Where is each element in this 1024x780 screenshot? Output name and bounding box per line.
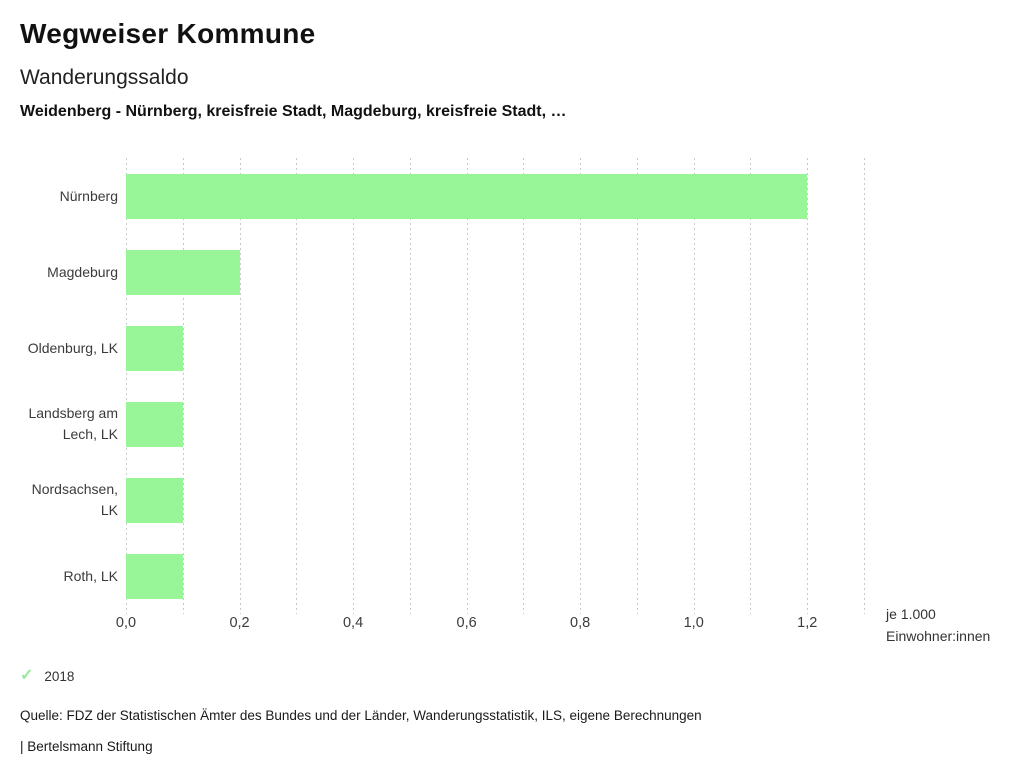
gridline [636,158,638,614]
legend-item-2018[interactable]: ✓ 2018 [20,668,74,684]
category-label: Nürnberg [59,187,118,204]
gridline [126,158,127,614]
category-label: Landsberg am Lech, LK [28,405,118,442]
check-icon: ✓ [20,667,34,684]
gridline [523,158,525,614]
gridline [182,158,184,614]
category-label: Oldenburg, LK [27,339,118,356]
x-tick-label: 0,6 [456,615,477,631]
bar[interactable] [126,249,240,295]
x-axis: 0,0 0,2 0,4 0,6 0,8 1,0 1,2 [116,615,864,635]
bar-row [126,234,864,310]
bar[interactable] [126,553,183,599]
axis-unit-label: je 1.000 Einwohner:innen [886,606,991,644]
category-label: Roth, LK [63,567,118,584]
gridline [296,158,298,614]
category-label: Magdeburg [47,263,118,280]
source-note: Quelle: FDZ der Statistischen Ämter des … [20,708,702,723]
bar[interactable] [126,173,808,219]
attribution-note: | Bertelsmann Stiftung [20,739,153,754]
bar[interactable] [126,401,183,447]
app-title: Wegweiser Kommune [20,18,316,49]
bar-row [126,538,864,614]
bar-row [126,310,864,386]
gridline [239,158,241,614]
x-tick-label: 0,0 [115,615,137,631]
gridline [409,158,411,614]
gridline [864,158,865,614]
gridline [750,158,752,614]
plot-area [126,158,865,614]
gridline [580,158,582,614]
x-tick-label: 1,2 [797,615,818,631]
gridline [807,158,809,614]
chart-title: Wanderungssaldo [20,66,189,89]
bar-row [126,386,864,462]
category-labels: Nürnberg Magdeburg Oldenburg, LK Landsberg … [0,158,118,614]
x-tick-label: 0,4 [342,615,364,631]
x-tick-label: 1,0 [683,615,704,631]
bar-row [126,158,864,234]
gridline [693,158,695,614]
x-tick-label: 0,8 [570,615,591,631]
legend-label: 2018 [44,668,75,684]
bar[interactable] [126,325,183,371]
gridline [353,158,355,614]
x-tick-label: 0,2 [229,615,250,631]
chart-subtitle: Weidenberg - Nürnberg, kreisfreie Stadt,… [20,103,567,120]
bar-row [126,462,864,538]
category-label: Nordsachsen, LK [31,481,118,518]
bar[interactable] [126,477,183,523]
bar-chart: Nürnberg Magdeburg Oldenburg, LK Landsberg … [0,158,1024,614]
gridline [466,158,468,614]
